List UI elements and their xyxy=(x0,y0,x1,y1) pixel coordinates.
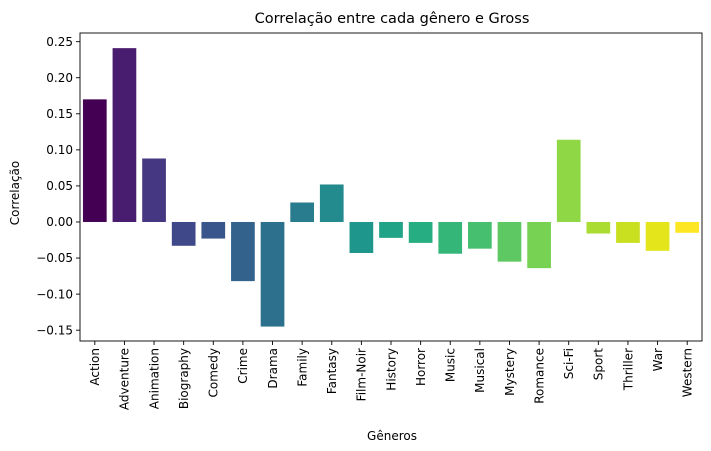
x-tick-label-war: War xyxy=(651,348,665,371)
y-tick-label: −0.10 xyxy=(36,287,73,301)
x-tick-label-fantasy: Fantasy xyxy=(325,348,339,394)
x-tick-label-mystery: Mystery xyxy=(503,348,517,396)
chart-title: Correlação entre cada gênero e Gross xyxy=(255,11,530,27)
x-tick-label-drama: Drama xyxy=(266,348,280,389)
bar-romance xyxy=(527,221,551,269)
bar-film-noir xyxy=(349,221,374,253)
bar-sport xyxy=(586,221,611,234)
x-tick-label-horror: Horror xyxy=(414,348,428,386)
x-tick-label-animation: Animation xyxy=(147,348,161,409)
bar-fantasy xyxy=(319,184,344,222)
y-axis-label: Correlação xyxy=(8,161,22,225)
x-tick-label-western: Western xyxy=(680,348,694,397)
bar-music xyxy=(438,221,463,254)
bar-history xyxy=(379,221,403,238)
bar-adventure xyxy=(112,48,137,222)
bar-western xyxy=(675,221,700,233)
y-axis-ticks: −0.15 −0.10 −0.05 0.00 0.05 0.10 0.15 0.20 0.25 xyxy=(36,35,80,337)
bar-action xyxy=(82,99,107,222)
y-tick-label: 0.20 xyxy=(46,71,73,85)
x-tick-label-music: Music xyxy=(444,348,458,382)
bar-biography xyxy=(171,221,196,246)
x-tick-label-film-noir: Film-Noir xyxy=(355,348,369,401)
bar-thriller xyxy=(616,221,640,243)
bar-mystery xyxy=(497,221,522,262)
bar-horror xyxy=(408,221,433,243)
bar-sci-fi xyxy=(556,139,581,222)
bar-family xyxy=(290,202,314,222)
y-tick-label: 0.00 xyxy=(46,215,73,229)
x-axis-label: Gêneros xyxy=(367,429,417,443)
bar-drama xyxy=(260,221,285,327)
y-tick-label: 0.10 xyxy=(46,143,73,157)
x-tick-label-action: Action xyxy=(88,348,102,386)
bar-crime xyxy=(231,221,255,282)
bar-war xyxy=(645,221,670,251)
x-tick-label-thriller: Thriller xyxy=(621,348,635,391)
x-tick-label-sport: Sport xyxy=(592,348,606,381)
x-axis-ticks: Action Adventure Animation Biography Comedy C… xyxy=(88,341,694,410)
y-tick-label: −0.05 xyxy=(36,251,73,265)
bar-animation xyxy=(142,158,166,222)
y-tick-label: 0.05 xyxy=(46,179,73,193)
x-tick-label-history: History xyxy=(384,348,398,391)
x-tick-label-adventure: Adventure xyxy=(118,348,132,410)
x-tick-label-sci-fi: Sci-Fi xyxy=(562,348,576,379)
x-tick-label-musical: Musical xyxy=(473,348,487,393)
x-tick-label-family: Family xyxy=(295,348,309,387)
bar-musical xyxy=(468,221,492,249)
y-tick-label: 0.25 xyxy=(46,35,73,49)
bar-comedy xyxy=(201,221,226,239)
y-tick-label: 0.15 xyxy=(46,107,73,121)
y-tick-label: −0.15 xyxy=(36,323,73,337)
plot-frame xyxy=(79,32,703,342)
x-tick-label-crime: Crime xyxy=(236,348,250,384)
x-tick-label-romance: Romance xyxy=(532,348,546,404)
x-tick-label-biography: Biography xyxy=(177,348,191,409)
x-tick-label-comedy: Comedy xyxy=(207,348,221,398)
bars-group xyxy=(82,48,700,327)
